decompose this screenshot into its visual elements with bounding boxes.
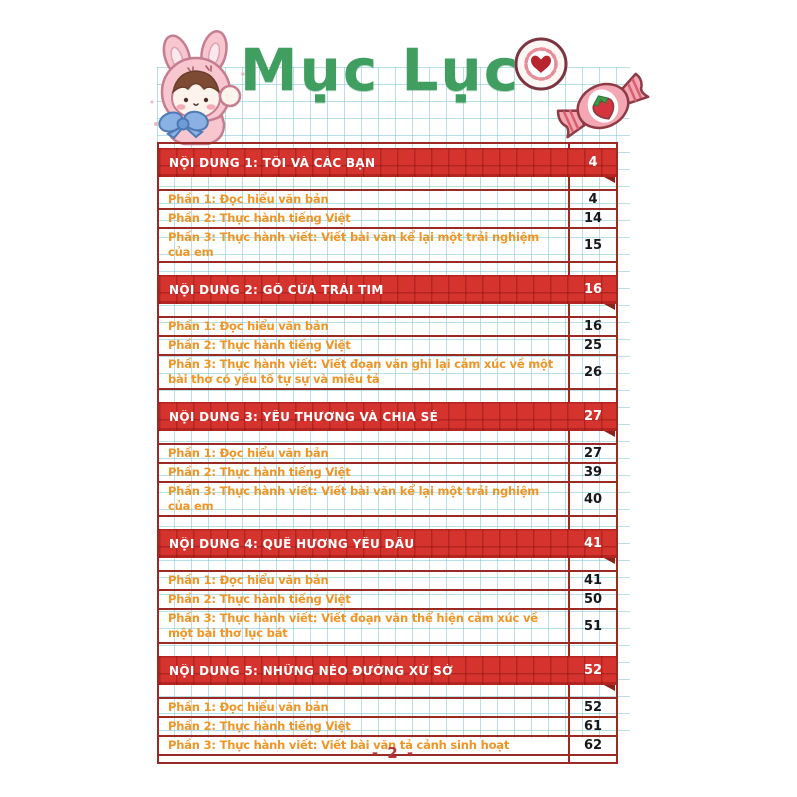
strawberry-candy-icon xyxy=(556,72,650,139)
table-row: Phần 1: Đọc hiểu văn bản 16 xyxy=(159,318,616,337)
section-rows: Phần 1: Đọc hiểu văn bản 16 Phần 2: Thực… xyxy=(159,316,616,390)
row-page-number: 39 xyxy=(583,465,603,480)
row-page-number: 52 xyxy=(583,700,603,715)
toc-section-1: NỘI DUNG 1: TÔI VÀ CÁC BẠN 4 Phần 1: Đọc… xyxy=(159,148,616,263)
section-rows: Phần 1: Đọc hiểu văn bản 52 Phần 2: Thực… xyxy=(159,697,616,756)
table-row: Phần 1: Đọc hiểu văn bản 41 xyxy=(159,572,616,591)
table-row: Phần 3: Thực hành viết: Viết đoạn văn th… xyxy=(159,610,616,644)
section-header-page: 4 xyxy=(588,155,598,170)
row-label: Phần 1: Đọc hiểu văn bản xyxy=(168,319,329,333)
row-page-number: 16 xyxy=(583,319,603,334)
section-header-page: 27 xyxy=(583,409,603,424)
row-label: Phần 3: Thực hành viết: Viết bài văn kể … xyxy=(168,230,540,259)
table-row: Phần 2: Thực hành tiếng Việt 14 xyxy=(159,210,616,229)
row-label: Phần 2: Thực hành tiếng Việt xyxy=(168,719,351,733)
table-row: Phần 2: Thực hành tiếng Việt 50 xyxy=(159,591,616,610)
row-page-number: 4 xyxy=(588,192,598,207)
page-title: Mục Lục xyxy=(239,36,521,104)
row-label: Phần 3: Thực hành viết: Viết đoạn văn gh… xyxy=(168,357,554,386)
section-header-band: NỘI DUNG 5: NHỮNG NẺO ĐƯỜNG XỨ SỞ 52 xyxy=(159,656,616,691)
heart-cookie-icon xyxy=(514,37,568,91)
row-page-number: 41 xyxy=(583,573,603,588)
row-label: Phần 1: Đọc hiểu văn bản xyxy=(168,700,329,714)
toc-section-5: NỘI DUNG 5: NHỮNG NẺO ĐƯỜNG XỨ SỞ 52 Phầ… xyxy=(159,656,616,756)
row-label: Phần 3: Thực hành viết: Viết đoạn văn th… xyxy=(168,611,538,640)
table-row: Phần 1: Đọc hiểu văn bản 4 xyxy=(159,191,616,210)
toc-table: NỘI DUNG 1: TÔI VÀ CÁC BẠN 4 Phần 1: Đọc… xyxy=(157,142,618,764)
table-row: Phần 2: Thực hành tiếng Việt 39 xyxy=(159,464,616,483)
table-row: Phần 1: Đọc hiểu văn bản 52 xyxy=(159,699,616,718)
row-page-number: 26 xyxy=(583,364,603,380)
row-page-number: 40 xyxy=(583,491,603,507)
toc-section-3: NỘI DUNG 3: YÊU THƯƠNG VÀ CHIA SẺ 27 Phầ… xyxy=(159,402,616,517)
table-row: Phần 3: Thực hành viết: Viết đoạn văn gh… xyxy=(159,356,616,390)
section-header-page: 52 xyxy=(583,663,603,678)
section-header-page: 16 xyxy=(583,282,603,297)
section-header-label: NỘI DUNG 1: TÔI VÀ CÁC BẠN xyxy=(169,155,376,170)
section-header-band: NỘI DUNG 4: QUÊ HƯƠNG YÊU DẤU 41 xyxy=(159,529,616,564)
section-rows: Phần 1: Đọc hiểu văn bản 41 Phần 2: Thực… xyxy=(159,570,616,644)
section-header-band: NỘI DUNG 2: GÕ CỬA TRÁI TIM 16 xyxy=(159,275,616,310)
row-label: Phần 1: Đọc hiểu văn bản xyxy=(168,446,329,460)
row-label: Phần 2: Thực hành tiếng Việt xyxy=(168,592,351,606)
row-page-number: 61 xyxy=(583,719,603,734)
row-page-number: 14 xyxy=(583,211,603,226)
row-label: Phần 2: Thực hành tiếng Việt xyxy=(168,338,351,352)
row-page-number: 51 xyxy=(583,618,603,634)
row-label: Phần 1: Đọc hiểu văn bản xyxy=(168,573,329,587)
row-page-number: 62 xyxy=(583,738,603,753)
section-rows: Phần 1: Đọc hiểu văn bản 4 Phần 2: Thực … xyxy=(159,189,616,263)
toc-section-4: NỘI DUNG 4: QUÊ HƯƠNG YÊU DẤU 41 Phần 1:… xyxy=(159,529,616,644)
section-header-label: NỘI DUNG 2: GÕ CỬA TRÁI TIM xyxy=(169,282,384,297)
row-label: Phần 1: Đọc hiểu văn bản xyxy=(168,192,329,206)
table-row: Phần 1: Đọc hiểu văn bản 27 xyxy=(159,445,616,464)
row-label: Phần 3: Thực hành viết: Viết bài văn kể … xyxy=(168,484,540,513)
row-label: Phần 2: Thực hành tiếng Việt xyxy=(168,465,351,479)
section-header-label: NỘI DUNG 5: NHỮNG NẺO ĐƯỜNG XỨ SỞ xyxy=(169,663,453,678)
section-header-label: NỘI DUNG 3: YÊU THƯƠNG VÀ CHIA SẺ xyxy=(169,409,439,424)
toc-section-2: NỘI DUNG 2: GÕ CỬA TRÁI TIM 16 Phần 1: Đ… xyxy=(159,275,616,390)
page-number-footer: - 2 - xyxy=(371,744,416,762)
row-page-number: 27 xyxy=(583,446,603,461)
section-header-page: 41 xyxy=(583,536,603,551)
section-rows: Phần 1: Đọc hiểu văn bản 27 Phần 2: Thực… xyxy=(159,443,616,517)
row-label: Phần 2: Thực hành tiếng Việt xyxy=(168,211,351,225)
table-row: Phần 3: Thực hành viết: Viết bài văn tả … xyxy=(159,737,616,756)
table-row: Phần 2: Thực hành tiếng Việt 61 xyxy=(159,718,616,737)
row-label: Phần 3: Thực hành viết: Viết bài văn tả … xyxy=(168,738,510,752)
row-page-number: 50 xyxy=(583,592,603,607)
table-row: Phần 3: Thực hành viết: Viết bài văn kể … xyxy=(159,483,616,517)
row-page-number: 15 xyxy=(583,237,603,253)
section-header-band: NỘI DUNG 3: YÊU THƯƠNG VÀ CHIA SẺ 27 xyxy=(159,402,616,437)
section-header-band: NỘI DUNG 1: TÔI VÀ CÁC BẠN 4 xyxy=(159,148,616,183)
row-page-number: 25 xyxy=(583,338,603,353)
section-header-label: NỘI DUNG 4: QUÊ HƯƠNG YÊU DẤU xyxy=(169,536,415,551)
table-row: Phần 2: Thực hành tiếng Việt 25 xyxy=(159,337,616,356)
table-row: Phần 3: Thực hành viết: Viết bài văn kể … xyxy=(159,229,616,263)
bunny-girl-icon xyxy=(150,30,245,146)
page-column-divider xyxy=(568,144,570,762)
